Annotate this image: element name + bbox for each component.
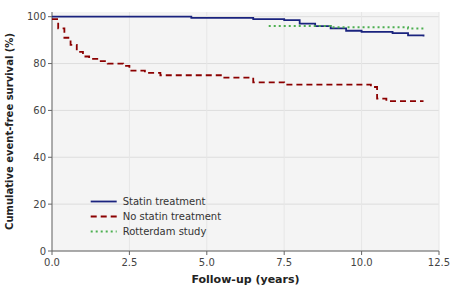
x-tick-label: 5.0 [199,257,215,268]
series-line [52,19,424,101]
x-tick [52,251,53,255]
grid-line [361,12,362,251]
y-tick [48,110,52,111]
legend-label: Statin treatment [123,196,206,207]
legend: Statin treatment No statin treatment Rotte… [91,196,221,237]
series-line [52,17,424,37]
y-tick [48,204,52,205]
x-tick-label: 7.5 [276,257,292,268]
grid-line [52,110,439,111]
y-tick [48,157,52,158]
y-tick-label: 40 [33,152,46,163]
x-tick [129,251,130,255]
x-tick [361,251,362,255]
grid-line [52,204,439,205]
grid-line [52,12,53,251]
x-tick [284,251,285,255]
y-tick-label: 20 [33,199,46,210]
background [0,0,453,291]
marks [52,17,424,101]
x-tick-label: 12.5 [428,257,450,268]
x-tick-label: 10.0 [350,257,372,268]
legend-swatch [91,231,117,233]
y-tick-label: 100 [27,11,46,22]
grid-line [52,157,439,158]
y-axis-label: Cumulative event-free survival (%) [4,33,15,230]
chart: 0 20 40 60 80 100 0.0 2.5 5.0 7.5 10.0 12.5 Follow-u… [0,0,453,291]
y-tick-label: 60 [33,105,46,116]
x-tick [439,251,440,255]
legend-label: Rotterdam study [123,226,207,237]
grid [52,12,439,251]
legend-swatch [91,216,117,218]
legend-label: No statin treatment [123,211,221,222]
x-tick-label: 2.5 [121,257,137,268]
grid-line [439,12,440,251]
x-tick [206,251,207,255]
y-tick-label: 0 [40,246,46,257]
grid-line [284,12,285,251]
x-tick-label: 0.0 [44,257,60,268]
series-line [269,26,424,28]
y-tick [48,63,52,64]
y-tick [48,16,52,17]
y-tick-label: 80 [33,58,46,69]
plot-area [52,12,439,251]
y-axis-line [52,12,53,251]
x-axis-line [52,251,439,252]
grid-line [52,251,439,252]
y-tick [48,251,52,252]
legend-swatch [91,201,117,203]
x-axis-label: Follow-up (years) [191,273,299,286]
